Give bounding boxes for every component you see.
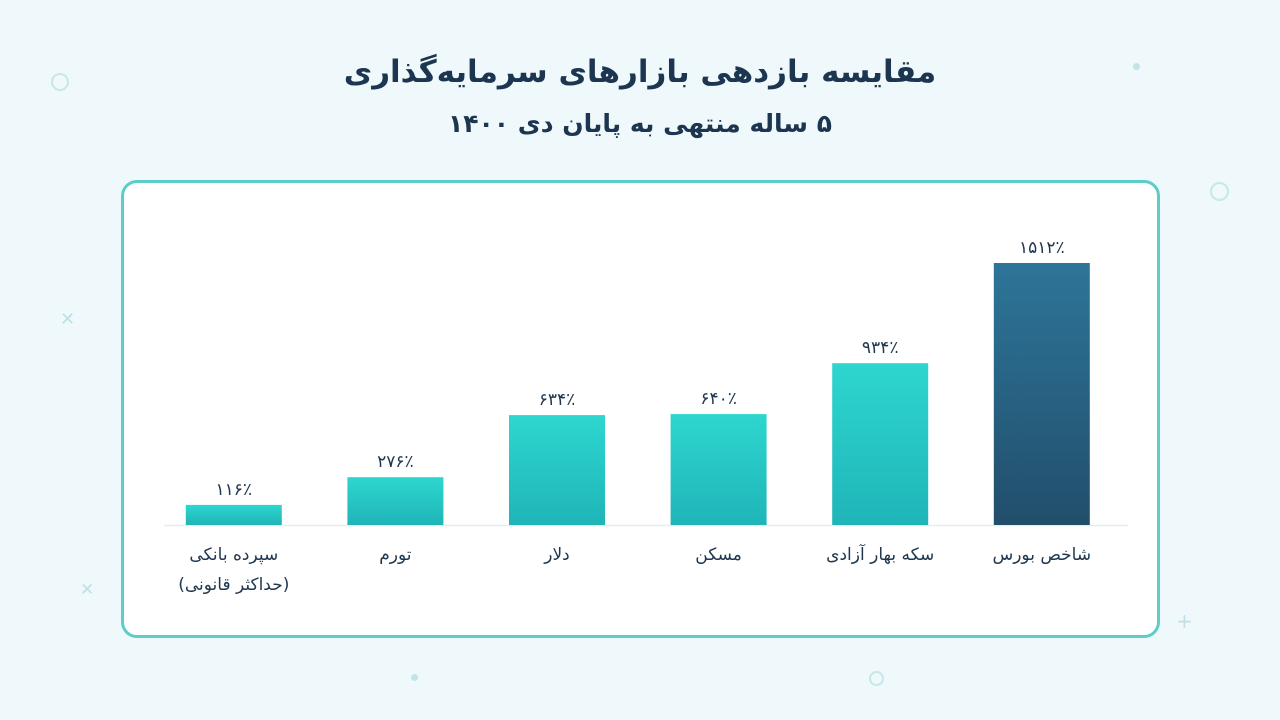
bar-chart: ۱۱۶٪ سپرده بانکی (حداکثر قانونی) ۲۷۶٪ تورم ۶۳… — [164, 238, 1128, 595]
bar — [185, 504, 282, 525]
bar — [347, 477, 444, 525]
chart-card: ۱۱۶٪ سپرده بانکی (حداکثر قانونی) ۲۷۶٪ تورم ۶۳… — [121, 180, 1160, 638]
decorative-cross-icon: ✕ — [60, 309, 76, 330]
decorative-cross-icon: ✕ — [80, 580, 95, 600]
bar-value-label: ۶۴۰٪ — [700, 389, 737, 409]
decorative-ring — [1210, 182, 1229, 201]
bar-value-label: ۱۱۶٪ — [216, 480, 253, 500]
decorative-dot — [1133, 63, 1140, 70]
decorative-plus-icon: + — [1176, 609, 1193, 633]
category-label: سکه بهار آزادی — [826, 543, 934, 565]
category-label: سپرده بانکی (حداکثر قانونی) — [178, 545, 289, 595]
decorative-dot — [411, 674, 418, 681]
category-label: مسکن — [695, 545, 742, 565]
category-label: شاخص بورس — [992, 545, 1091, 565]
bar-value-label: ۶۳۴٪ — [539, 390, 576, 410]
chart-title: مقایسه بازدهی بازارهای سرمایه‌گذاری — [343, 54, 937, 90]
bar-value-label: ۲۷۶٪ — [377, 452, 414, 472]
category-label: دلار — [543, 545, 569, 565]
decorative-ring — [51, 73, 69, 91]
bar — [993, 263, 1090, 525]
bar — [832, 363, 929, 525]
bar-value-label: ۱۵۱۲٪ — [1019, 238, 1065, 258]
category-label: تورم — [379, 545, 412, 565]
bar — [509, 415, 605, 525]
bar-value-label: ۹۳۴٪ — [862, 338, 899, 358]
bar — [670, 414, 767, 525]
decorative-ring — [869, 671, 884, 686]
chart-subtitle: ۵ ساله منتهی به پایان دی ۱۴۰۰ — [448, 109, 832, 138]
